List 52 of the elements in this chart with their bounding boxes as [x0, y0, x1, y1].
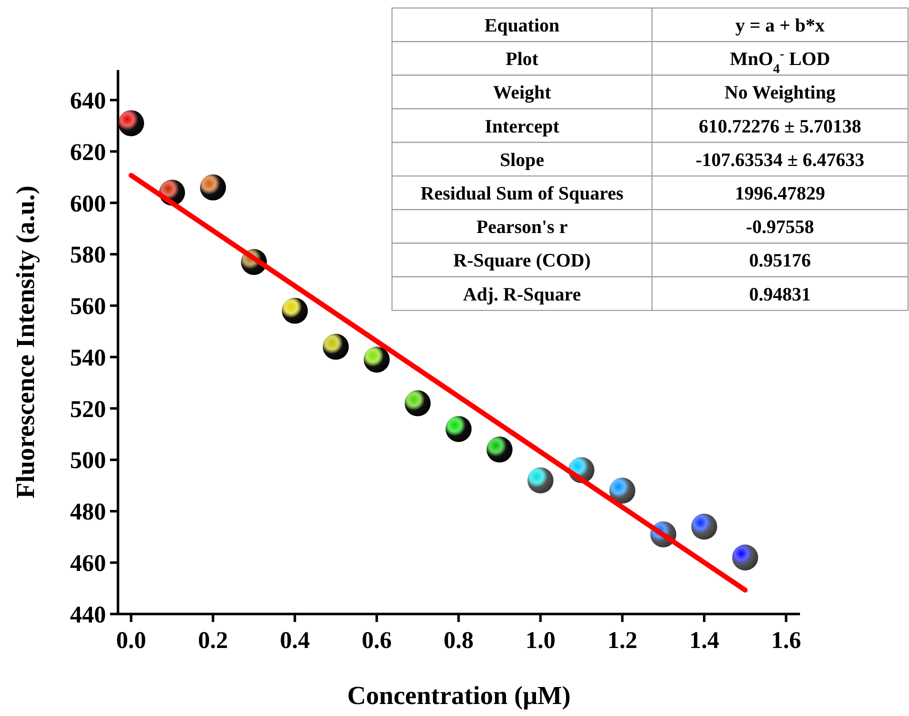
x-tick-label: 0.4: [280, 628, 310, 654]
y-tick-label: 580: [70, 242, 106, 269]
point: [732, 544, 758, 570]
point: [282, 298, 308, 324]
text: Equation: [484, 15, 560, 36]
x-tick-label: 1.2: [607, 628, 638, 654]
annotation: Weight: [492, 82, 552, 104]
annotation: 610.72276 ± 5.70138: [698, 116, 862, 138]
x-tick-label: 1.0: [525, 628, 556, 654]
annotation: -0.97558: [746, 217, 814, 238]
x-tick-label: 0.2: [198, 628, 228, 654]
text: y = a + b*x: [735, 15, 826, 36]
y-tick-label: 520: [70, 396, 106, 423]
annotation: -107.63534 ± 6.47633: [696, 150, 864, 171]
point: [609, 478, 636, 504]
y-tick-label: 540: [70, 345, 106, 372]
x-tick-label: 0.8: [444, 628, 474, 654]
annotation: Adj. R-Square: [463, 284, 581, 306]
annotation: MnO$_{4}$$^{-}$ LOD: [730, 46, 830, 76]
annotation: 0.94831: [749, 284, 811, 306]
x-tick-label: 1.6: [771, 628, 802, 654]
annotation: Plot: [506, 49, 540, 70]
y-tick-label: 440: [70, 602, 106, 628]
annotation: Intercept: [484, 116, 560, 138]
point: [691, 514, 718, 540]
y-tick-label: 640: [70, 88, 106, 114]
point: [200, 174, 226, 200]
annotation: 0.95176: [749, 250, 811, 272]
point: [118, 110, 144, 136]
annotation: Pearson's r: [476, 217, 568, 238]
y-tick-label: 560: [70, 294, 106, 320]
y-tick-label: 620: [70, 140, 106, 166]
y-tick-label: 600: [70, 191, 106, 218]
point: [322, 334, 349, 360]
point: [404, 390, 431, 416]
point: [364, 346, 390, 373]
point: [527, 467, 554, 494]
x-tick-label: 0.0: [116, 628, 146, 654]
y-axis-title: Fluorescence Intensity (a.u.): [11, 186, 40, 498]
annotation: Slope: [500, 150, 544, 171]
annotation: 1996.47829: [734, 183, 826, 204]
annotation: No Weighting: [724, 82, 836, 104]
y-tick-label: 500: [70, 448, 106, 474]
point: [486, 436, 513, 463]
x-tick-label: 0.6: [362, 628, 392, 654]
x-axis-title: Concentration (μM): [347, 681, 571, 710]
x-tick-label: 1.4: [689, 628, 720, 654]
y-tick-label: 480: [70, 500, 106, 526]
annotation: R-Square (COD): [453, 250, 591, 272]
point: [446, 416, 472, 442]
annotation: Residual Sum of Squares: [420, 183, 624, 204]
y-tick-label: 460: [70, 551, 106, 578]
